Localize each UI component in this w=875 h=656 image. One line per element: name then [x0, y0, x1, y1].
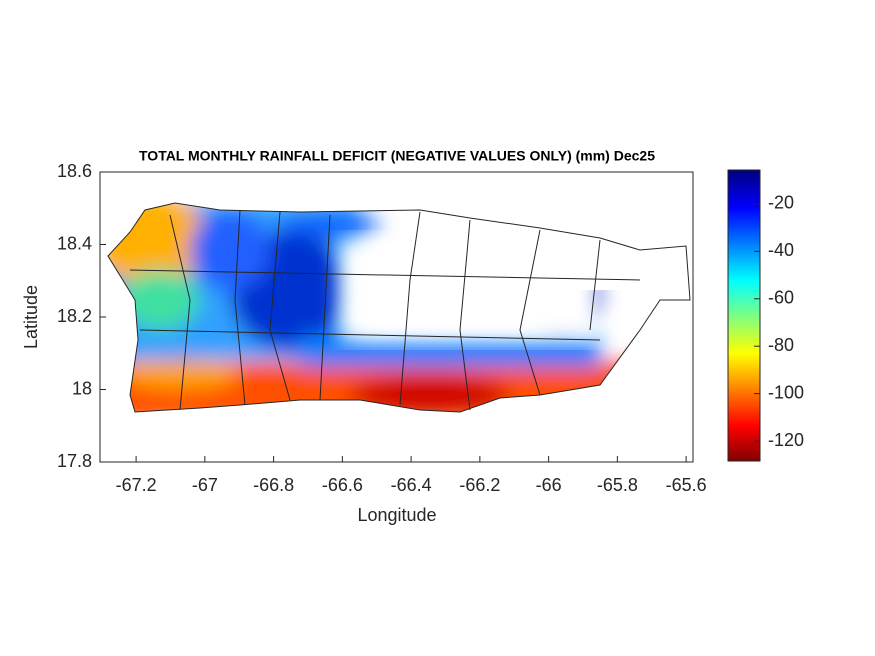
colorbar-tick-label: -20 [768, 193, 794, 213]
colorbar [727, 169, 761, 462]
y-tick-label: 18.4 [57, 233, 92, 253]
y-tick-label: 18.2 [57, 306, 92, 326]
y-axis-label: Latitude [21, 285, 41, 349]
y-tick-label: 17.8 [57, 451, 92, 471]
y-tick-label: 18 [72, 378, 92, 398]
y-tick-label: 18.6 [57, 161, 92, 181]
x-axis-label: Longitude [357, 505, 436, 525]
colorbar-tick-label: -80 [768, 335, 794, 355]
municipal-borders [129, 209, 641, 411]
x-tick-label: -67 [192, 475, 218, 495]
x-tick-label: -66 [536, 475, 562, 495]
colorbar-tick-label: -60 [768, 288, 794, 308]
colorbar-tick-label: -100 [768, 382, 804, 402]
x-tick-label: -65.6 [666, 475, 707, 495]
x-tick-label: -66.6 [322, 475, 363, 495]
x-tick-label: -66.8 [253, 475, 294, 495]
colorbar-tick-label: -40 [768, 240, 794, 260]
x-tick-label: -66.4 [391, 475, 432, 495]
x-tick-label: -67.2 [116, 475, 157, 495]
colorbar-tick-label: -120 [768, 430, 804, 450]
chart-title: TOTAL MONTHLY RAINFALL DEFICIT (NEGATIVE… [139, 148, 655, 164]
x-tick-label: -66.2 [459, 475, 500, 495]
x-tick-label: -65.8 [597, 475, 638, 495]
coastline [107, 202, 691, 413]
